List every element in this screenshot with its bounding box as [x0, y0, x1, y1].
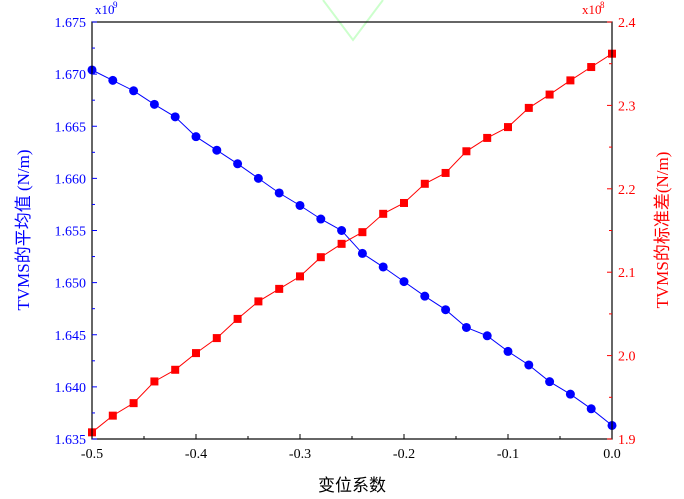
right-series-point: [566, 76, 575, 85]
right-series-point: [587, 63, 596, 72]
left-y-tick-label: 1.675: [55, 16, 87, 31]
right-series-point: [129, 399, 138, 408]
right-series-point: [316, 253, 325, 262]
right-series-point: [192, 349, 200, 358]
right-series-point: [171, 365, 180, 374]
left-series-point: [129, 86, 139, 96]
right-y-tick-label: 2.1: [618, 266, 636, 281]
left-series-point: [586, 404, 596, 414]
left-series-point: [233, 159, 243, 169]
right-series-point: [545, 90, 554, 99]
right-y-axis-title: TVMS的标准差(N/m): [653, 152, 672, 309]
x-tick-label: -0.1: [497, 447, 519, 462]
left-y-axis-ticks: 1.635 1.640 1.645 1.650 1.655 1.660 1.665 1.670…: [55, 16, 97, 448]
left-y-tick-label: 1.655: [55, 225, 87, 240]
plot-frame: [91, 21, 613, 440]
right-y-tick-label: 1.9: [618, 433, 636, 448]
left-series-line: [91, 69, 613, 426]
right-y-axis-ticks: 1.9 2.0 2.1 2.2 2.3 2.4: [607, 16, 636, 448]
left-y-tick-label: 1.660: [55, 172, 87, 187]
left-y-tick-label: 1.665: [55, 120, 87, 135]
right-series-point: [254, 297, 263, 306]
left-series-point: [253, 173, 263, 183]
left-series-point: [503, 346, 513, 356]
right-series-point: [462, 147, 471, 156]
left-series-point: [212, 145, 222, 155]
right-y-tick-label: 2.2: [618, 183, 636, 198]
x-axis-title: 变位系数: [318, 476, 386, 495]
left-y-tick-label: 1.670: [55, 68, 87, 83]
left-y-tick-label: 1.645: [55, 329, 87, 344]
left-y-axis-title: TVMS的平均值 (N/m): [14, 149, 33, 310]
background-decorative-shape: [322, 0, 384, 42]
right-series-point: [358, 228, 367, 237]
left-series-point: [108, 75, 118, 85]
left-series-point: [420, 291, 430, 301]
left-series-point: [170, 112, 180, 122]
right-series-point: [233, 314, 242, 323]
right-series-line: [91, 53, 613, 433]
right-series-point: [150, 377, 159, 386]
right-y-tick-label: 2.3: [618, 99, 636, 114]
x-tick-label: -0.2: [393, 447, 415, 462]
x-tick-label: -0.3: [289, 447, 311, 462]
left-series-point: [565, 389, 575, 399]
left-axis-multiplier-exponent: 9: [113, 0, 118, 10]
left-series-point: [482, 331, 492, 341]
right-series-point: [483, 133, 492, 142]
right-axis-multiplier-exponent: 8: [600, 0, 605, 10]
left-series-point: [191, 132, 201, 142]
right-series-point: [504, 123, 512, 132]
left-series-point: [399, 277, 409, 287]
right-series-point: [108, 411, 117, 420]
right-series-point: [379, 209, 388, 218]
right-series-point: [524, 103, 533, 112]
left-y-tick-label: 1.635: [55, 433, 87, 448]
x-tick-label: -0.5: [81, 447, 103, 462]
left-series-point: [545, 377, 555, 387]
right-y-tick-label: 2.4: [618, 16, 636, 31]
right-series-point: [441, 168, 450, 177]
x-tick-label: -0.4: [185, 447, 207, 462]
x-axis-ticks: -0.5 -0.4 -0.3 -0.2 -0.1 0.0: [81, 434, 621, 462]
left-series-point: [378, 262, 388, 272]
right-series-point: [275, 284, 284, 293]
left-y-tick-label: 1.640: [55, 381, 87, 396]
x-tick-label: 0.0: [603, 447, 621, 462]
left-y-tick-label: 1.650: [55, 277, 87, 292]
right-series-point: [337, 239, 346, 248]
plot-series: [87, 49, 617, 437]
left-series-point: [316, 214, 326, 224]
right-y-tick-label: 2.0: [618, 350, 636, 365]
left-series-point: [149, 99, 159, 109]
right-series-point: [296, 272, 304, 281]
right-series-point: [400, 198, 408, 207]
left-series-point: [295, 200, 305, 210]
left-axis-multiplier: x10: [95, 2, 115, 17]
left-series-point: [274, 188, 284, 198]
left-series-point: [461, 322, 471, 332]
right-axis-multiplier: x10: [582, 2, 602, 17]
left-series-point: [337, 226, 347, 235]
right-series-point: [420, 179, 429, 188]
left-series-point: [524, 360, 534, 370]
right-series-point: [212, 334, 221, 343]
left-series-point: [357, 248, 367, 258]
left-series-point: [441, 305, 451, 315]
